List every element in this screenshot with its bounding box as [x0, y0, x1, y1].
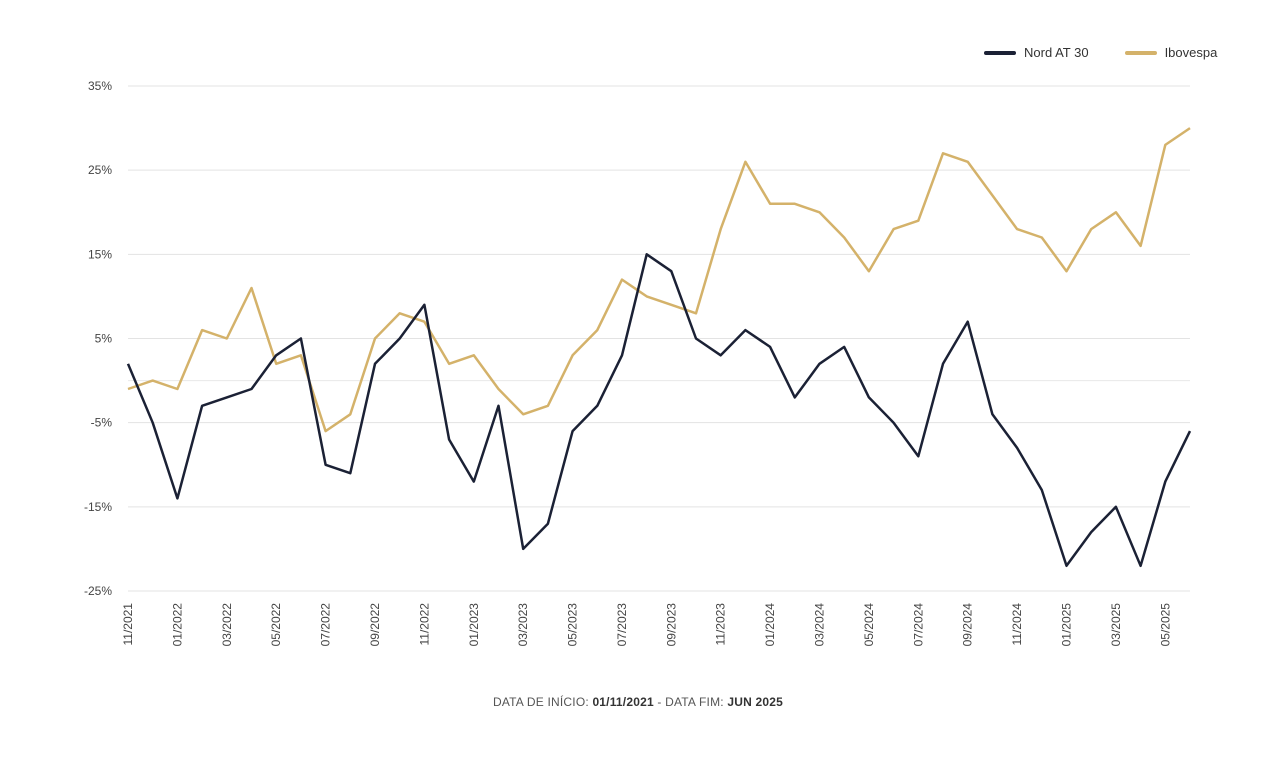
footer-end-date: JUN 2025	[727, 695, 783, 709]
y-tick-label: -15%	[84, 500, 112, 514]
y-tick-label: 25%	[88, 163, 112, 177]
x-tick-label: 07/2024	[911, 603, 925, 647]
x-tick-label: 11/2022	[417, 603, 431, 646]
legend-item-nord: Nord AT 30	[984, 45, 1089, 60]
series-lines	[126, 127, 1192, 568]
y-tick-label: 15%	[88, 247, 112, 261]
x-tick-label: 01/2023	[467, 603, 481, 647]
x-tick-label: 01/2024	[763, 603, 777, 647]
series-line-ibovespa	[127, 127, 1191, 433]
x-tick-label: 05/2024	[862, 603, 876, 647]
footer-start-prefix: DATA DE INÍCIO:	[492, 695, 589, 709]
footer-separator: -	[653, 695, 666, 709]
x-tick-label: 09/2023	[664, 603, 678, 647]
grid-lines	[128, 85, 1190, 592]
y-tick-label: -5%	[91, 416, 113, 430]
x-tick-label: 07/2023	[615, 603, 629, 647]
x-tick-label: 11/2021	[121, 603, 135, 646]
x-tick-label: 11/2023	[714, 603, 728, 646]
y-tick-label: -25%	[84, 584, 112, 598]
x-tick-label: 03/2025	[1109, 603, 1123, 647]
legend-item-ibovespa: Ibovespa	[1124, 45, 1218, 60]
x-tick-label: 01/2022	[170, 603, 184, 647]
legend-swatch-ibovespa	[1124, 50, 1157, 55]
x-tick-label: 05/2025	[1158, 603, 1172, 647]
footer-end-prefix: DATA FIM:	[665, 695, 724, 709]
x-tick-label: 05/2023	[566, 603, 580, 647]
x-tick-label: 03/2022	[220, 603, 234, 647]
y-tick-label: 5%	[95, 332, 113, 346]
series-line-nord-at-30	[126, 253, 1192, 568]
legend-swatch-nord	[984, 50, 1016, 55]
date-range-footer: DATA DE INÍCIO: 01/11/2021 - DATA FIM: J…	[0, 695, 1276, 709]
legend-label-nord: Nord AT 30	[1024, 45, 1089, 60]
legend-label-ibovespa: Ibovespa	[1164, 45, 1218, 60]
x-tick-label: 05/2022	[269, 603, 283, 647]
y-tick-label: 35%	[88, 79, 112, 93]
x-axis: 11/2021 01/2022 03/2022 05/2022 07/2022 09/20…	[121, 603, 1172, 647]
x-tick-label: 09/2022	[368, 603, 382, 647]
x-tick-label: 11/2024	[1010, 603, 1024, 646]
x-tick-label: 01/2025	[1060, 603, 1074, 647]
x-tick-label: 03/2024	[813, 603, 827, 647]
x-tick-label: 03/2023	[516, 603, 530, 647]
x-tick-label: 07/2022	[319, 603, 333, 647]
y-axis: 35% 25% 15% 5% -5% -15% -25%	[84, 79, 112, 598]
x-tick-label: 09/2024	[961, 603, 975, 647]
footer-start-date: 01/11/2021	[592, 695, 654, 709]
legend: Nord AT 30 Ibovespa	[984, 45, 1217, 60]
